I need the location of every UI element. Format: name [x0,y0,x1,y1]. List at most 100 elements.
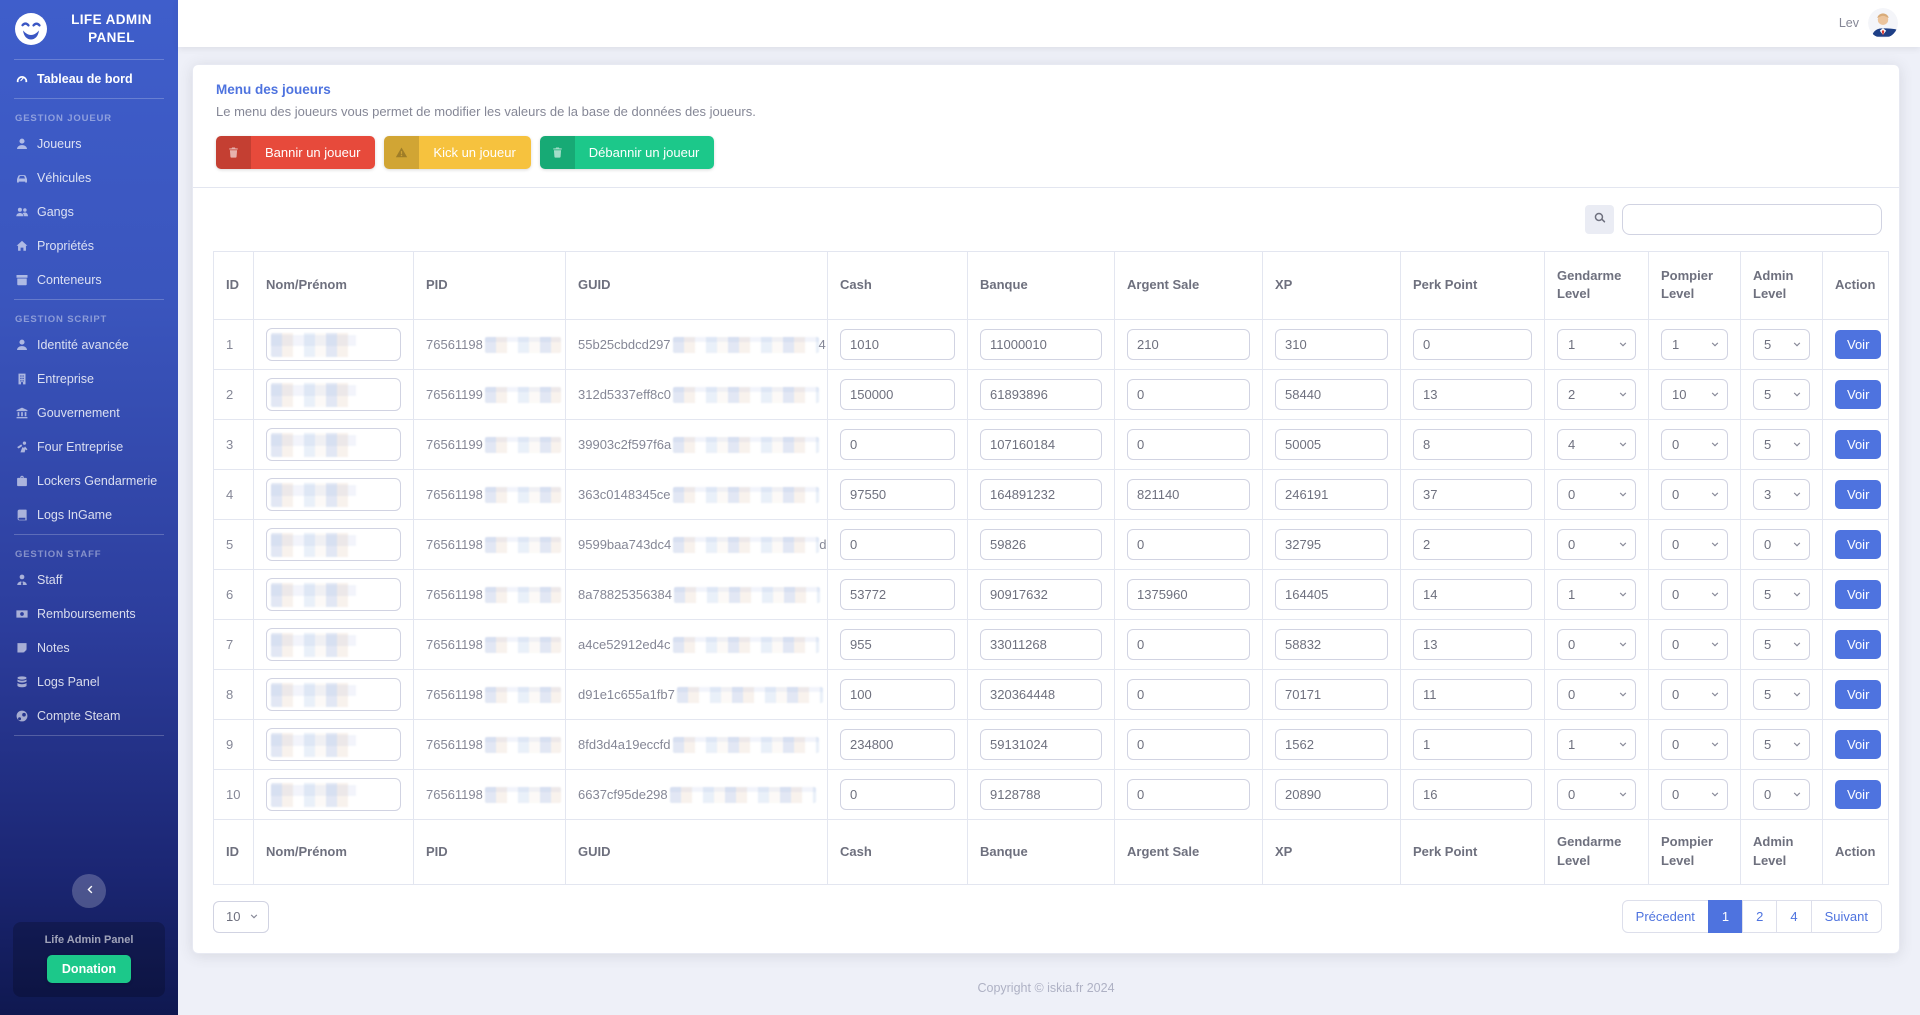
cash-input[interactable] [840,429,955,461]
cash-input[interactable] [840,329,955,361]
name-input[interactable] [266,428,401,462]
xp-input[interactable] [1275,629,1388,661]
sidebar-item-notes[interactable]: Notes [0,631,178,665]
argent-sale-input[interactable] [1127,379,1250,411]
xp-input[interactable] [1275,529,1388,561]
voir-button[interactable]: Voir [1835,530,1882,560]
brand[interactable]: LIFE ADMIN PANEL [0,0,178,57]
kick-un-joueur-button[interactable]: Kick un joueur [384,135,531,169]
gendarme-level-select[interactable]: 0 [1557,779,1636,811]
perk-point-input[interactable] [1413,329,1532,361]
voir-button[interactable]: Voir [1835,680,1882,710]
sidebar-item-identite-avancee[interactable]: Identité avancée [0,328,178,362]
pagination-page-1[interactable]: 1 [1707,900,1744,933]
admin-level-select[interactable]: 5 [1753,679,1810,711]
name-input[interactable] [266,678,401,712]
gendarme-level-select[interactable]: 0 [1557,479,1636,511]
perk-point-input[interactable] [1413,629,1532,661]
admin-level-select[interactable]: 5 [1753,379,1810,411]
admin-level-select[interactable]: 5 [1753,329,1810,361]
sidebar-item-lockers-gendarmerie[interactable]: Lockers Gendarmerie [0,464,178,498]
sidebar-item-vehicules[interactable]: Véhicules [0,161,178,195]
pagination-prev[interactable]: Précedent [1621,900,1709,933]
argent-sale-input[interactable] [1127,429,1250,461]
gendarme-level-select[interactable]: 0 [1557,529,1636,561]
sidebar-item-proprietes[interactable]: Propriétés [0,229,178,263]
voir-button[interactable]: Voir [1835,730,1882,760]
sidebar-item-remboursements[interactable]: Remboursements [0,597,178,631]
name-input[interactable] [266,528,401,562]
argent-sale-input[interactable] [1127,329,1250,361]
pompier-level-select[interactable]: 0 [1661,729,1728,761]
banque-input[interactable] [980,479,1102,511]
gendarme-level-select[interactable]: 1 [1557,329,1636,361]
perk-point-input[interactable] [1413,529,1532,561]
sidebar-item-gangs[interactable]: Gangs [0,195,178,229]
admin-level-select[interactable]: 3 [1753,479,1810,511]
admin-level-select[interactable]: 0 [1753,779,1810,811]
pompier-level-select[interactable]: 0 [1661,479,1728,511]
businessman-avatar-icon[interactable] [1868,8,1898,39]
gendarme-level-select[interactable]: 2 [1557,379,1636,411]
sidebar-item-gouvernement[interactable]: Gouvernement [0,396,178,430]
xp-input[interactable] [1275,429,1388,461]
sidebar-item-four-entreprise[interactable]: Four Entreprise [0,430,178,464]
admin-level-select[interactable]: 5 [1753,579,1810,611]
banque-input[interactable] [980,629,1102,661]
name-input[interactable] [266,328,401,362]
xp-input[interactable] [1275,379,1388,411]
xp-input[interactable] [1275,479,1388,511]
pompier-level-select[interactable]: 0 [1661,779,1728,811]
pompier-level-select[interactable]: 0 [1661,679,1728,711]
pagination-page-2[interactable]: 2 [1742,900,1778,933]
argent-sale-input[interactable] [1127,479,1250,511]
gendarme-level-select[interactable]: 1 [1557,729,1636,761]
xp-input[interactable] [1275,329,1388,361]
pagination-next[interactable]: Suivant [1810,900,1882,933]
search-input[interactable] [1622,203,1882,235]
name-input[interactable] [266,778,401,812]
gendarme-level-select[interactable]: 0 [1557,629,1636,661]
admin-level-select[interactable]: 0 [1753,529,1810,561]
banque-input[interactable] [980,529,1102,561]
gendarme-level-select[interactable]: 1 [1557,579,1636,611]
argent-sale-input[interactable] [1127,529,1250,561]
voir-button[interactable]: Voir [1835,380,1882,410]
sidebar-item-tableau-de-bord[interactable]: Tableau de bord [0,62,178,96]
argent-sale-input[interactable] [1127,679,1250,711]
sidebar-item-logs-panel[interactable]: Logs Panel [0,665,178,699]
voir-button[interactable]: Voir [1835,330,1882,360]
sidebar-item-compte-steam[interactable]: Compte Steam [0,699,178,733]
voir-button[interactable]: Voir [1835,780,1882,810]
perk-point-input[interactable] [1413,679,1532,711]
gendarme-level-select[interactable]: 0 [1557,679,1636,711]
cash-input[interactable] [840,679,955,711]
donation-button[interactable]: Donation [46,955,132,983]
name-input[interactable] [266,478,401,512]
perk-point-input[interactable] [1413,379,1532,411]
argent-sale-input[interactable] [1127,779,1250,811]
cash-input[interactable] [840,729,955,761]
pompier-level-select[interactable]: 1 [1661,329,1728,361]
pagination-page-4[interactable]: 4 [1776,900,1812,933]
banque-input[interactable] [980,729,1102,761]
cash-input[interactable] [840,479,955,511]
sidebar-item-conteneurs[interactable]: Conteneurs [0,263,178,297]
perk-point-input[interactable] [1413,579,1532,611]
xp-input[interactable] [1275,579,1388,611]
debannir-un-joueur-button[interactable]: Débannir un joueur [539,135,715,169]
xp-input[interactable] [1275,679,1388,711]
banque-input[interactable] [980,579,1102,611]
cash-input[interactable] [840,379,955,411]
gendarme-level-select[interactable]: 4 [1557,429,1636,461]
voir-button[interactable]: Voir [1835,430,1882,460]
banque-input[interactable] [980,779,1102,811]
banque-input[interactable] [980,429,1102,461]
cash-input[interactable] [840,529,955,561]
argent-sale-input[interactable] [1127,579,1250,611]
page-size-select[interactable]: 10 [213,900,270,933]
voir-button[interactable]: Voir [1835,630,1882,660]
name-input[interactable] [266,378,401,412]
name-input[interactable] [266,578,401,612]
voir-button[interactable]: Voir [1835,580,1882,610]
